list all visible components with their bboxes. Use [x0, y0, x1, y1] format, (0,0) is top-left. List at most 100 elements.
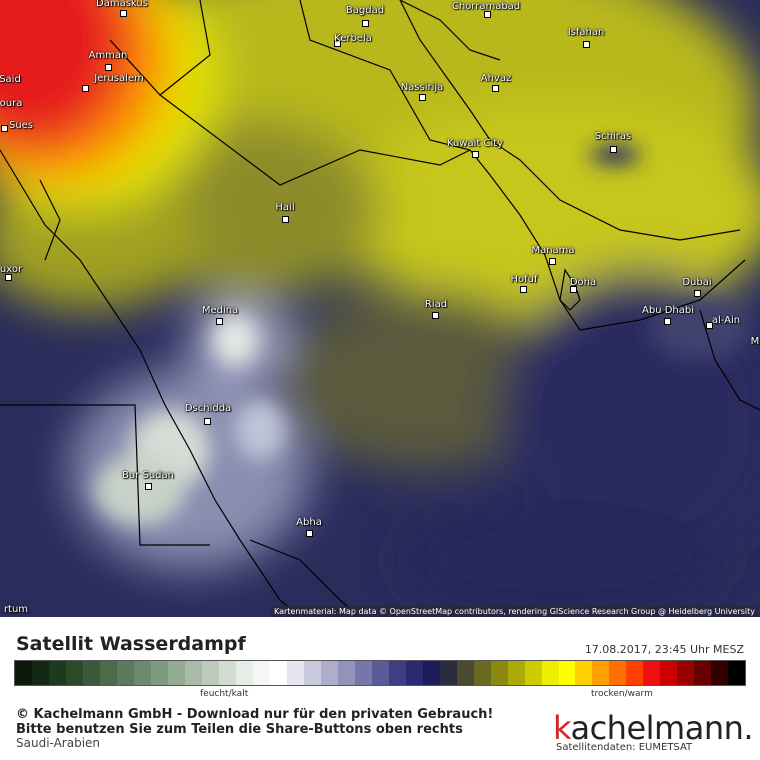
- city-label-bur-sudan: Bur Sudan: [122, 470, 174, 481]
- city-label-dschidda: Dschidda: [184, 403, 232, 414]
- scale-swatch: [490, 661, 508, 685]
- scale-swatch: [320, 661, 338, 685]
- kachelmann-logo: kachelmann.: [553, 709, 754, 747]
- city-marker: [282, 216, 289, 223]
- footer: Satellit Wasserdampf 17.08.2017, 23:45 U…: [0, 617, 760, 760]
- city-label-isfahan: Isfahan: [567, 27, 605, 38]
- scale-swatch: [303, 661, 321, 685]
- scale-swatch: [82, 661, 100, 685]
- water-vapor-image: [0, 0, 760, 617]
- city-label-m: M: [750, 336, 760, 347]
- map-attribution: Kartenmaterial: Map data © OpenStreetMap…: [270, 606, 758, 617]
- city-marker: [1, 125, 8, 132]
- city-label-nassirija: Nassirija: [400, 82, 444, 93]
- city-marker: [145, 483, 152, 490]
- scale-swatch: [116, 661, 134, 685]
- scale-swatch: [167, 661, 185, 685]
- city-label-schiras: Schiras: [594, 131, 632, 142]
- city-label-abu-dhabi: Abu Dhabi: [642, 305, 694, 316]
- city-label-kuwait-city: Kuwait City: [446, 138, 504, 149]
- city-marker: [216, 318, 223, 325]
- scale-swatch: [609, 661, 627, 685]
- scale-swatch: [422, 661, 440, 685]
- city-marker: [664, 318, 671, 325]
- city-marker: [306, 530, 313, 537]
- city-marker: [105, 64, 112, 71]
- scale-swatch: [133, 661, 151, 685]
- city-label-said: Said: [0, 74, 21, 85]
- city-marker: [520, 286, 527, 293]
- scale-swatch: [711, 661, 729, 685]
- scale-swatch: [473, 661, 491, 685]
- city-label-amman: Amman: [88, 50, 128, 61]
- city-label-rtum: rtum: [3, 604, 29, 615]
- city-label-al-ain: al-Ain: [711, 315, 741, 326]
- city-marker: [419, 94, 426, 101]
- city-marker: [484, 11, 491, 18]
- scale-swatch: [643, 661, 661, 685]
- city-marker: [570, 286, 577, 293]
- city-marker: [706, 322, 713, 329]
- scale-swatch: [456, 661, 474, 685]
- city-label-kerbela: Kerbela: [334, 33, 372, 44]
- city-marker: [82, 85, 89, 92]
- scale-swatch: [235, 661, 253, 685]
- share-note: Bitte benutzen Sie zum Teilen die Share-…: [16, 722, 463, 737]
- scale-swatch: [371, 661, 389, 685]
- data-source: Satellitendaten: EUMETSAT: [556, 742, 693, 753]
- scale-swatch: [677, 661, 695, 685]
- city-marker: [694, 290, 701, 297]
- scale-swatch: [252, 661, 270, 685]
- city-marker: [5, 274, 12, 281]
- city-label-uxor: uxor: [0, 264, 23, 275]
- region-name: Saudi-Arabien: [16, 736, 101, 750]
- city-label-chorramabad: Chorramabad: [451, 1, 521, 12]
- scale-swatch: [337, 661, 355, 685]
- city-label-ahvaz: Ahvaz: [480, 73, 512, 84]
- scale-swatch: [150, 661, 168, 685]
- scale-swatch: [592, 661, 610, 685]
- scale-swatch: [286, 661, 304, 685]
- scale-swatch: [201, 661, 219, 685]
- scale-swatch: [524, 661, 542, 685]
- city-label-oura: oura: [0, 98, 23, 109]
- city-label-medina: Medina: [201, 305, 239, 316]
- city-marker: [120, 10, 127, 17]
- scale-swatch: [558, 661, 576, 685]
- scale-swatch: [65, 661, 83, 685]
- city-label-bagdad: Bagdad: [345, 5, 385, 16]
- scale-swatch: [15, 661, 32, 685]
- scale-swatch: [626, 661, 644, 685]
- scale-swatch: [405, 661, 423, 685]
- city-label-hail: Hail: [275, 202, 295, 213]
- city-label-doha: Doha: [569, 277, 597, 288]
- color-scale-bar: [14, 660, 746, 686]
- scale-swatch: [388, 661, 406, 685]
- scale-swatch: [31, 661, 49, 685]
- city-label-damaskus: Damaskus: [96, 0, 148, 9]
- city-marker: [583, 41, 590, 48]
- city-marker: [549, 258, 556, 265]
- city-label-jerusalem: Jerusalem: [94, 73, 144, 84]
- copyright-text: © Kachelmann GmbH - Download nur für den…: [16, 707, 494, 722]
- city-label-sues: Sues: [8, 120, 34, 131]
- scale-swatch: [728, 661, 746, 685]
- timestamp: 17.08.2017, 23:45 Uhr MESZ: [584, 643, 744, 656]
- scale-swatch: [269, 661, 287, 685]
- city-marker: [334, 40, 341, 47]
- city-marker: [472, 151, 479, 158]
- scale-swatch: [184, 661, 202, 685]
- city-label-hofuf: Hofuf: [510, 274, 538, 285]
- city-marker: [204, 418, 211, 425]
- city-marker: [432, 312, 439, 319]
- scale-swatch: [48, 661, 66, 685]
- scale-swatch: [354, 661, 372, 685]
- scale-swatch: [507, 661, 525, 685]
- city-label-manama: Manama: [531, 245, 575, 256]
- satellite-map: Damaskus Bagdad Chorramabad Kerbela Isfa…: [0, 0, 760, 617]
- scale-label-left: feucht/kalt: [200, 689, 249, 699]
- city-marker: [492, 85, 499, 92]
- city-marker: [362, 20, 369, 27]
- scale-swatch: [218, 661, 236, 685]
- page-title: Satellit Wasserdampf: [16, 633, 246, 655]
